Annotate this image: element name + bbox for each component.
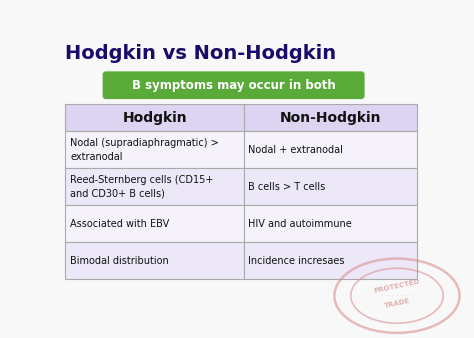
Text: Nodal + extranodal: Nodal + extranodal [248, 145, 343, 155]
Text: Associated with EBV: Associated with EBV [70, 219, 169, 229]
FancyBboxPatch shape [103, 71, 365, 99]
Text: Hodgkin vs Non-Hodgkin: Hodgkin vs Non-Hodgkin [65, 44, 337, 63]
Text: B symptoms may occur in both: B symptoms may occur in both [132, 79, 336, 92]
FancyBboxPatch shape [65, 242, 244, 279]
Text: Hodgkin: Hodgkin [122, 111, 187, 125]
Text: Reed-Sternberg cells (CD15+
and CD30+ B cells): Reed-Sternberg cells (CD15+ and CD30+ B … [70, 175, 213, 198]
Text: Incidence incresaes: Incidence incresaes [248, 256, 345, 266]
Text: HIV and autoimmune: HIV and autoimmune [248, 219, 352, 229]
FancyBboxPatch shape [244, 206, 417, 242]
Text: - - - - - - - - -: - - - - - - - - - [381, 293, 413, 298]
Text: Nodal (supradiaphragmatic) >
extranodal: Nodal (supradiaphragmatic) > extranodal [70, 138, 219, 162]
FancyBboxPatch shape [244, 168, 417, 206]
FancyBboxPatch shape [65, 131, 244, 168]
Text: TRADE: TRADE [383, 298, 410, 309]
FancyBboxPatch shape [244, 131, 417, 168]
Text: Bimodal distribution: Bimodal distribution [70, 256, 169, 266]
FancyBboxPatch shape [65, 168, 244, 206]
Text: B cells > T cells: B cells > T cells [248, 182, 326, 192]
FancyBboxPatch shape [244, 242, 417, 279]
FancyBboxPatch shape [65, 104, 417, 131]
FancyBboxPatch shape [65, 206, 244, 242]
Text: PROTECTED: PROTECTED [374, 279, 420, 294]
Text: Non-Hodgkin: Non-Hodgkin [280, 111, 381, 125]
